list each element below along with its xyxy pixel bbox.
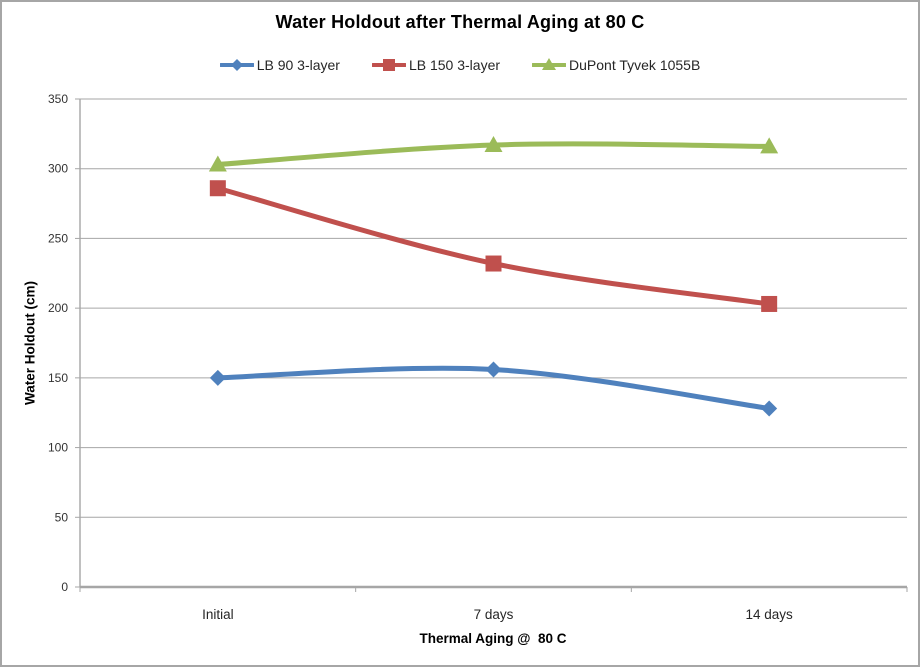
x-category-label: Initial: [202, 607, 234, 622]
marker-lb-90-3-layer: [485, 361, 502, 378]
marker-lb-150-3-layer: [485, 255, 502, 272]
x-category-label: 7 days: [474, 607, 514, 622]
marker-dupont-tyvek-1055b: [208, 155, 227, 172]
legend-label: LB 150 3-layer: [408, 57, 501, 73]
series-line-lb-150-3-layer: [215, 185, 772, 307]
marker-dupont-tyvek-1055b: [760, 137, 779, 154]
chart-title: Water Holdout after Thermal Aging at 80 …: [275, 12, 645, 32]
legend-marker: [542, 58, 557, 70]
y-tick-label: 0: [61, 580, 68, 594]
x-axis-title: Thermal Aging @ 80 C: [419, 631, 567, 646]
legend-label: LB 90 3-layer: [256, 57, 340, 73]
marker-dupont-tyvek-1055b: [484, 136, 503, 153]
triangle-legend-icon: [532, 58, 567, 70]
y-tick-label: 350: [48, 92, 68, 106]
y-tick-label: 250: [48, 231, 68, 245]
y-tick-label: 150: [48, 371, 68, 385]
y-tick-label: 50: [55, 510, 69, 524]
y-tick-label: 200: [48, 301, 68, 315]
legend-label: DuPont Tyvek 1055B: [569, 57, 701, 73]
y-tick-label: 100: [48, 441, 68, 455]
y-tick-label: 300: [48, 162, 68, 176]
legend-marker: [230, 59, 243, 71]
marker-lb-150-3-layer: [761, 295, 778, 312]
marker-lb-90-3-layer: [761, 400, 778, 417]
marker-lb-150-3-layer: [209, 180, 226, 197]
diamond-legend-icon: [219, 59, 254, 71]
chart-legend: LB 90 3-layer LB 150 3-layer DuPont Tyvek …: [2, 54, 918, 76]
legend-item-dupont-tyvek-1055b: DuPont Tyvek 1055B: [532, 57, 700, 73]
legend-item-lb-90-3-layer: LB 90 3-layer: [219, 57, 340, 73]
x-category-label: 14 days: [746, 607, 794, 622]
square-legend-icon: [371, 59, 406, 71]
legend-item-lb-150-3-layer: LB 150 3-layer: [371, 57, 501, 73]
marker-lb-90-3-layer: [209, 369, 226, 386]
legend-marker: [382, 59, 395, 71]
